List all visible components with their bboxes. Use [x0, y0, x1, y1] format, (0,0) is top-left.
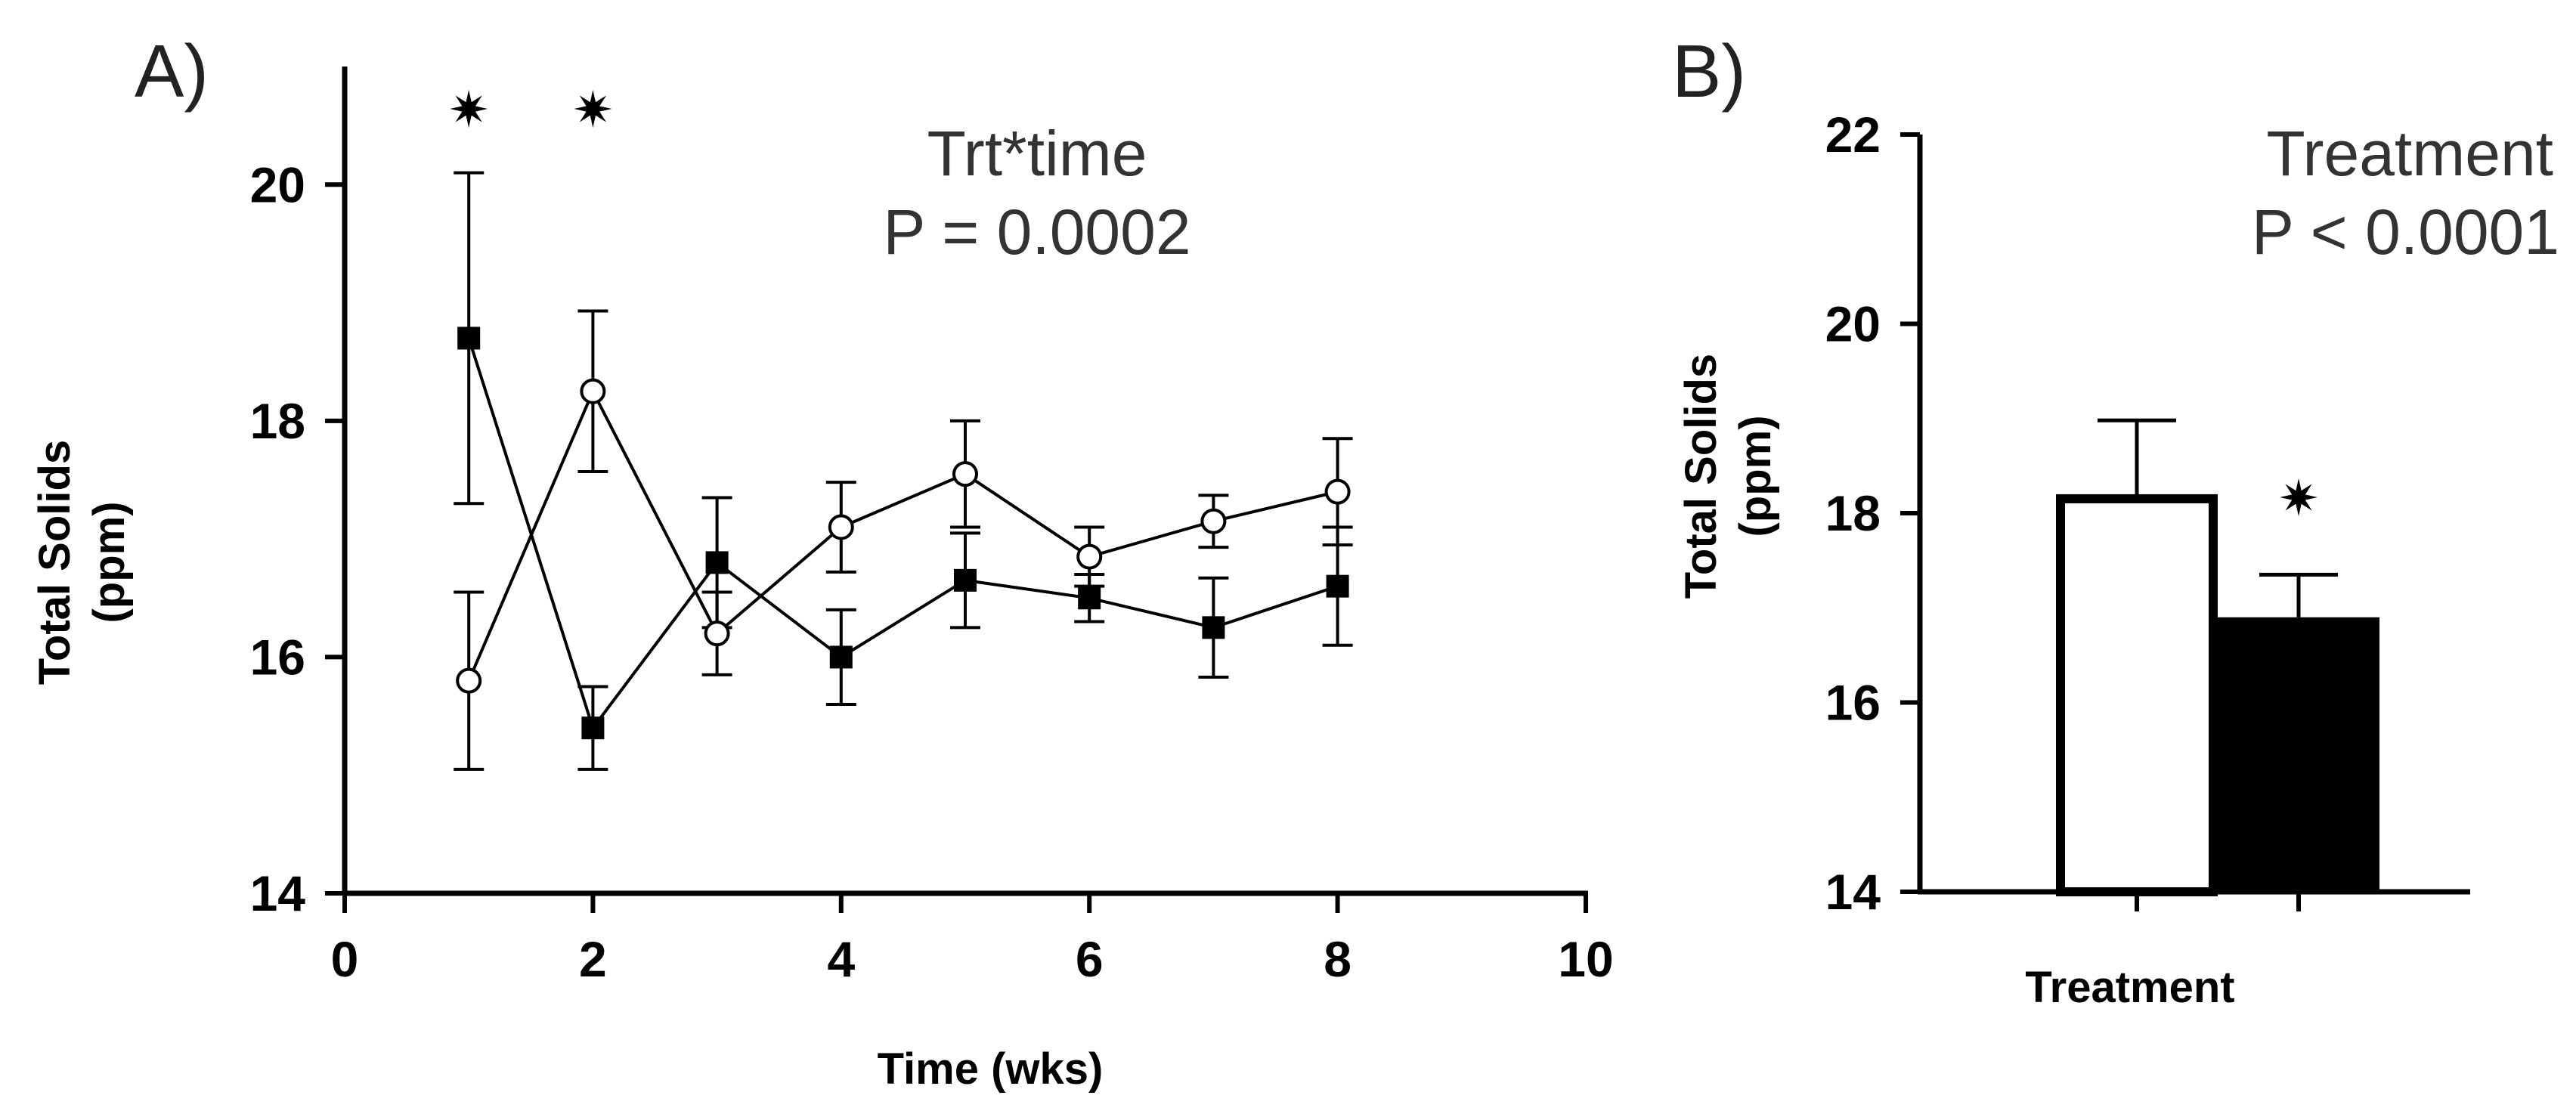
panel-b-y-tick-label: 22 — [1825, 107, 1881, 162]
data-point-control — [1200, 508, 1227, 534]
panel-b-letter: B) — [1672, 29, 1746, 113]
panel-a-x-tick-label: 10 — [1558, 931, 1613, 987]
panel-b-y-tick-label: 20 — [1825, 296, 1881, 352]
panel-a-x-tick-label: 2 — [579, 931, 607, 987]
panel-a-x-tick-label: 0 — [331, 931, 359, 987]
panel-a-y-tick-label: 14 — [250, 865, 306, 921]
series-line-treatment — [467, 337, 1339, 732]
data-point-treatment — [705, 551, 729, 574]
panel-b-y-axis-title: Total Solids (ppm) — [1677, 354, 1780, 599]
panel-b-y-axis-title-line2: (ppm) — [1731, 415, 1780, 537]
panel-b-annotation-line1: Treatment — [2266, 118, 2553, 189]
panel-b-y-tick-label: 14 — [1825, 864, 1881, 920]
panel-b-y-tick-label: 18 — [1825, 485, 1881, 541]
data-point-treatment — [1078, 586, 1101, 610]
panel-a-axes: 14 16 18 20 0 2 4 6 8 10 — [250, 67, 1614, 987]
data-point-treatment — [1326, 574, 1349, 598]
data-point-treatment — [954, 568, 977, 592]
panel-a-y-axis-title-line1: Total Solids — [30, 440, 79, 685]
bar-treatment — [2218, 617, 2379, 892]
panel-b-y-axis-title-line1: Total Solids — [1677, 354, 1726, 599]
panel-a-y-tick-label: 16 — [250, 629, 305, 685]
panel-b-marks: ✷ — [2056, 418, 2379, 896]
significance-star: ✷ — [448, 81, 490, 139]
panel-b-y-tick-label: 16 — [1825, 675, 1881, 731]
panel-a-x-axis-title: Time (wks) — [878, 1044, 1104, 1094]
panel-a-y-tick-label: 18 — [250, 393, 305, 449]
panel-a-annotation-line1: Trt*time — [927, 118, 1147, 189]
panel-a-x-tick-label: 6 — [1076, 931, 1104, 987]
data-point-treatment — [581, 716, 605, 740]
panel-a-letter: A) — [135, 29, 209, 113]
data-point-treatment — [1202, 616, 1225, 639]
significance-star: ✷ — [572, 81, 614, 139]
data-point-treatment — [457, 326, 481, 350]
panel-a-x-tick-label: 4 — [827, 931, 855, 987]
panel-b-annotation-line2: P < 0.0001 — [2252, 196, 2559, 268]
panel-a-y-tick-label: 20 — [250, 156, 305, 212]
data-point-control — [1076, 543, 1103, 570]
data-point-control — [1324, 478, 1351, 505]
significance-star: ✷ — [2277, 469, 2319, 528]
panel-a-x-tick-label: 8 — [1324, 931, 1351, 987]
data-point-control — [704, 620, 730, 647]
series-line-control — [467, 388, 1339, 682]
panel-a-y-axis-title: Total Solids (ppm) — [30, 440, 134, 685]
data-point-treatment — [829, 645, 853, 669]
panel-a-marks: ✷ ✷ — [448, 81, 1353, 771]
data-point-control — [580, 378, 606, 404]
panel-a-y-axis-title-line2: (ppm) — [85, 501, 134, 623]
bar-control — [2056, 494, 2218, 896]
data-point-control — [828, 514, 854, 540]
panel-b: B) Treatment P < 0.0001 Treatment Total … — [1672, 29, 2559, 1012]
panel-a: A) Trt*time P = 0.0002 Time (wks) Total … — [30, 29, 1614, 1094]
panel-b-x-axis-title: Treatment — [2025, 963, 2234, 1012]
data-point-control — [456, 667, 482, 694]
panel-a-annotation-line2: P = 0.0002 — [883, 196, 1190, 268]
data-point-control — [952, 461, 978, 487]
